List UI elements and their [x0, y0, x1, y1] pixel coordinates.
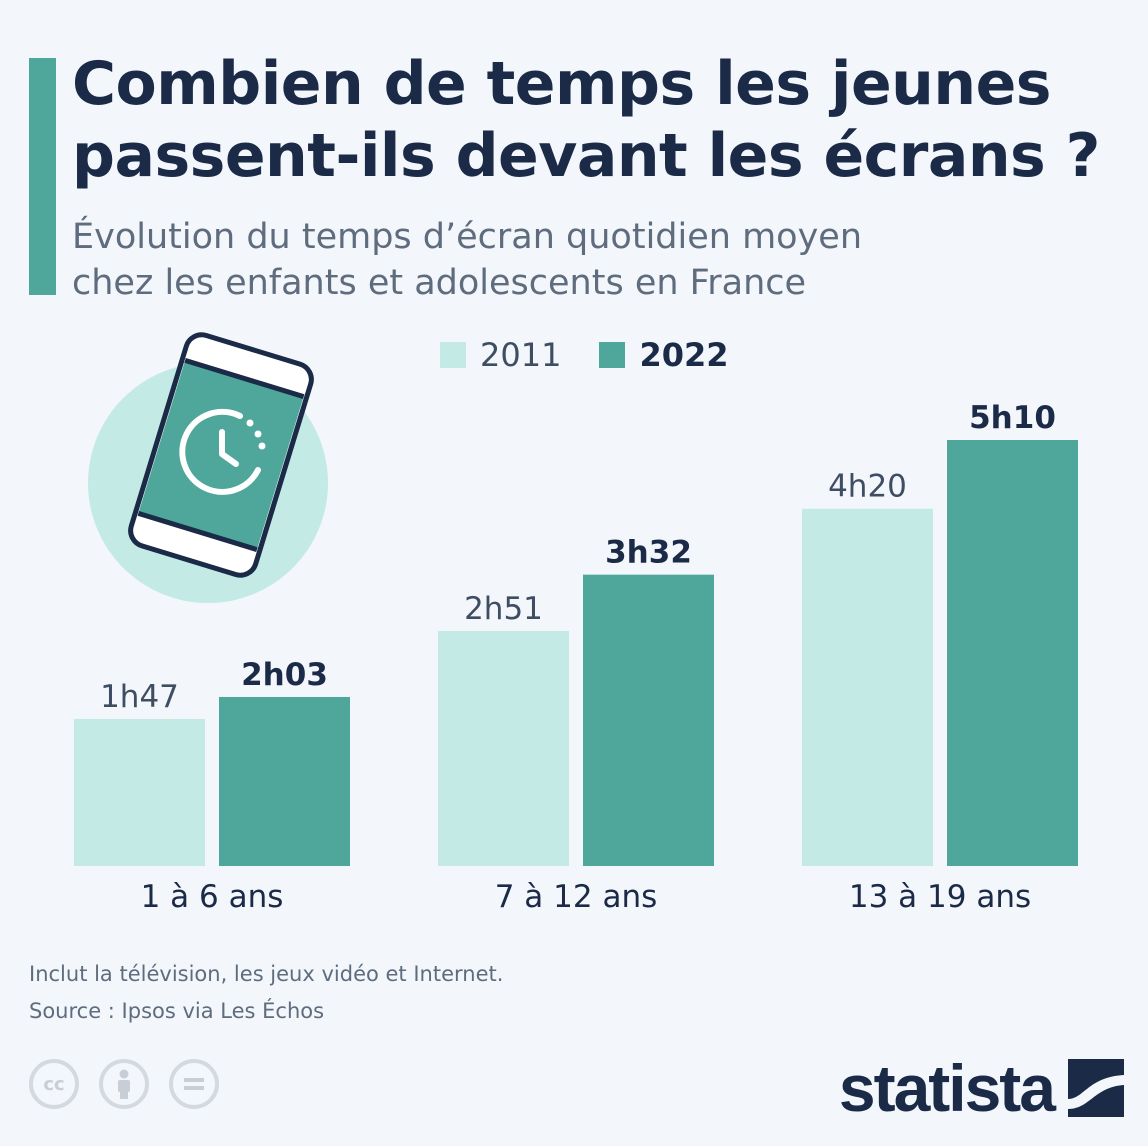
legend-label-2011: 2011 — [480, 336, 562, 374]
data-label-2022-0: 2h03 — [241, 657, 328, 693]
footnote-block: Inclut la télévision, les jeux vidéo et … — [29, 956, 503, 1030]
statista-logo-icon — [1068, 1059, 1124, 1117]
bar-2022-0 — [219, 696, 350, 866]
chart-subtitle: Évolution du temps d’écran quotidien moy… — [72, 214, 972, 306]
data-label-2022-1: 3h32 — [605, 535, 692, 571]
legend: 2011 2022 — [440, 336, 767, 374]
person-glyph — [118, 1069, 130, 1099]
legend-swatch-2011 — [440, 342, 466, 368]
category-label-2: 13 à 19 ans — [849, 879, 1031, 915]
data-label-2011-0: 1h47 — [100, 679, 179, 715]
equals-glyph — [184, 1078, 204, 1090]
data-label-2011-1: 2h51 — [464, 591, 543, 627]
category-label-1: 7 à 12 ans — [495, 879, 658, 915]
bar-2022-2 — [947, 440, 1078, 866]
statista-brand[interactable]: statista — [839, 1050, 1124, 1126]
legend-label-2022: 2022 — [639, 336, 729, 374]
legend-item-2022: 2022 — [599, 336, 729, 374]
statista-wordmark: statista — [838, 1051, 1056, 1125]
person-icon[interactable] — [99, 1059, 149, 1109]
subtitle-line-2: chez les enfants et adolescents en Franc… — [72, 263, 807, 303]
license-icons: cc — [29, 1059, 239, 1109]
footnote-text: Inclut la télévision, les jeux vidéo et … — [29, 962, 504, 986]
subtitle-line-1: Évolution du temps d’écran quotidien moy… — [72, 217, 863, 257]
bar-2022-1 — [583, 574, 714, 866]
data-label-2022-2: 5h10 — [969, 400, 1056, 436]
bars-group: 1h47 2h03 1 à 6 ans 2h51 3h32 7 à 12 ans 4h20 5… — [74, 400, 1078, 915]
equals-icon[interactable] — [169, 1059, 219, 1109]
chart-title: Combien de temps les jeunes passent-ils … — [72, 49, 1100, 191]
category-label-0: 1 à 6 ans — [141, 879, 284, 915]
title-accent-bar — [29, 58, 56, 295]
data-label-2011-2: 4h20 — [828, 469, 907, 505]
cc-icon[interactable]: cc — [29, 1059, 79, 1109]
legend-item-2011: 2011 — [440, 336, 561, 374]
legend-swatch-2022 — [599, 342, 626, 368]
bar-2011-2 — [802, 508, 933, 866]
clock-icon — [179, 408, 266, 495]
bar-2011-1 — [438, 631, 569, 866]
phone-clock-illustration — [88, 332, 328, 603]
bar-2011-0 — [74, 718, 205, 866]
source-text: Source : Ipsos via Les Échos — [29, 999, 325, 1023]
